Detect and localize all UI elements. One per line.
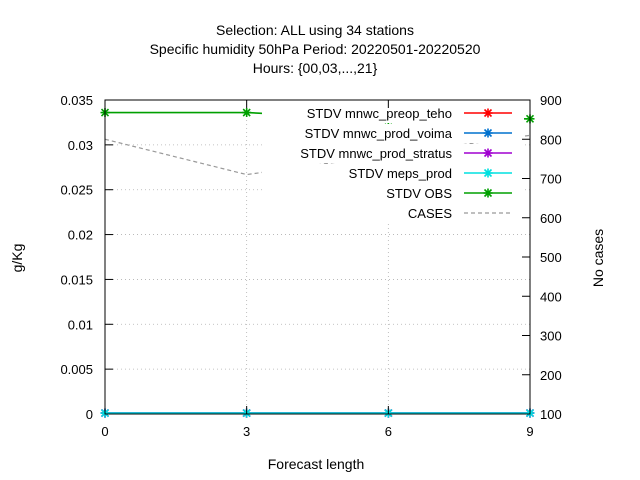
legend-background (262, 144, 524, 163)
x-tick-label: 9 (526, 424, 533, 439)
y-tick-label: 0.02 (68, 228, 93, 243)
legend-label: STDV mnwc_prod_voima (305, 126, 453, 141)
y-tick-label: 0.03 (68, 138, 93, 153)
legend-marker (483, 148, 493, 158)
y2-tick-label: 300 (540, 329, 562, 344)
legend-label: STDV meps_prod (349, 166, 452, 181)
y2-tick-label: 600 (540, 211, 562, 226)
y-tick-label: 0 (86, 407, 93, 422)
legend: STDV mnwc_preop_teho STDV mnwc_prod_voima… (262, 104, 524, 223)
legend-entry: STDV OBS (262, 184, 524, 203)
y2-tick-label: 400 (540, 289, 562, 304)
legend-label: STDV mnwc_preop_teho (307, 106, 452, 121)
legend-background (262, 124, 524, 143)
y2-tick-label: 500 (540, 250, 562, 265)
legend-marker (483, 168, 493, 178)
y-tick-label: 0.005 (60, 362, 93, 377)
legend-label: STDV mnwc_prod_stratus (300, 146, 452, 161)
legend-background (262, 184, 524, 203)
y2-tick-label: 700 (540, 172, 562, 187)
legend-background (262, 104, 524, 123)
legend-entry: STDV mnwc_prod_voima (262, 124, 524, 143)
legend-marker (483, 188, 493, 198)
axes: 0 0.005 0.01 0.015 0.02 0.025 0.03 0.035 100 200 3… (60, 93, 561, 439)
y2-tick-label: 800 (540, 132, 562, 147)
y2-tick-label: 900 (540, 93, 562, 108)
legend-marker (483, 108, 493, 118)
y-tick-label: 0.015 (60, 272, 93, 287)
y2-tick-label: 200 (540, 368, 562, 383)
x-tick-label: 6 (385, 424, 392, 439)
x-axis-label: Forecast length (268, 456, 365, 472)
y2-tick-label: 100 (540, 407, 562, 422)
legend-label: STDV OBS (386, 186, 452, 201)
data-point (242, 108, 252, 118)
legend-background (262, 164, 524, 183)
legend-background (262, 204, 524, 223)
legend-entry: CASES (262, 204, 524, 223)
y-axis-label: g/Kg (9, 244, 25, 273)
legend-marker (483, 128, 493, 138)
legend-entry: STDV meps_prod (262, 164, 524, 183)
y2-axis-label: No cases (590, 229, 606, 287)
legend-entry: STDV mnwc_preop_teho (262, 104, 524, 123)
y-tick-label: 0.01 (68, 317, 93, 332)
legend-label: CASES (408, 206, 452, 221)
chart-title-line-2: Specific humidity 50hPa Period: 20220501… (150, 41, 481, 57)
x-tick-label: 3 (243, 424, 250, 439)
legend-entry: STDV mnwc_prod_stratus (262, 144, 524, 163)
chart-title-line-1: Selection: ALL using 34 stations (216, 22, 414, 38)
y-tick-label: 0.035 (60, 93, 93, 108)
y-tick-label: 0.025 (60, 183, 93, 198)
x-tick-label: 0 (101, 424, 108, 439)
chart-title-line-3: Hours: {00,03,...,21} (253, 60, 378, 76)
